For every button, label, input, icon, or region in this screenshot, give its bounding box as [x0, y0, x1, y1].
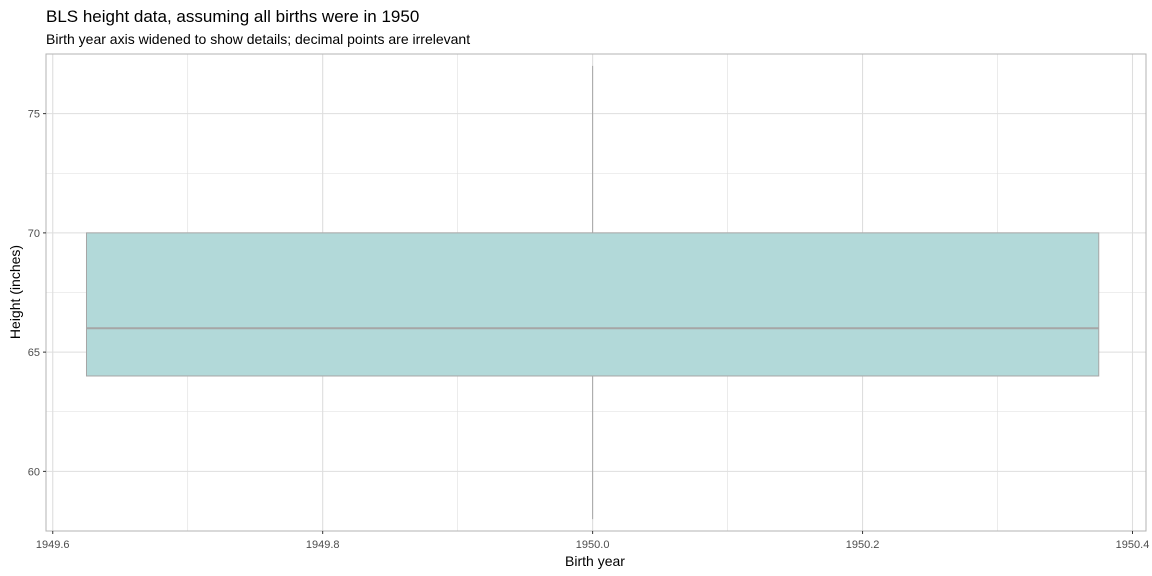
y-tick-label: 75 [28, 109, 40, 121]
y-tick-label: 70 [28, 228, 40, 240]
y-tick-label: 60 [28, 466, 40, 478]
chart-subtitle: Birth year axis widened to show details;… [46, 31, 470, 47]
x-tick-label: 1950.4 [1116, 539, 1150, 551]
y-axis-title: Height (inches) [7, 245, 23, 339]
y-tick-label: 65 [28, 347, 40, 359]
panel-border [45, 53, 1147, 532]
chart-title: BLS height data, assuming all births wer… [46, 7, 419, 26]
x-tick-label: 1950.2 [846, 539, 880, 551]
x-tick-label: 1949.6 [36, 539, 70, 551]
x-tick-label: 1950.0 [576, 539, 610, 551]
x-tick-label: 1949.8 [306, 539, 340, 551]
x-axis-title: Birth year [565, 553, 625, 569]
iqr-box [85, 232, 1100, 377]
x-axis-ticks: 1949.6 1949.8 1950.0 1950.2 1950.4 [36, 531, 1149, 551]
boxplot [85, 65, 1100, 520]
y-axis-ticks: 60 65 70 75 [28, 109, 46, 478]
